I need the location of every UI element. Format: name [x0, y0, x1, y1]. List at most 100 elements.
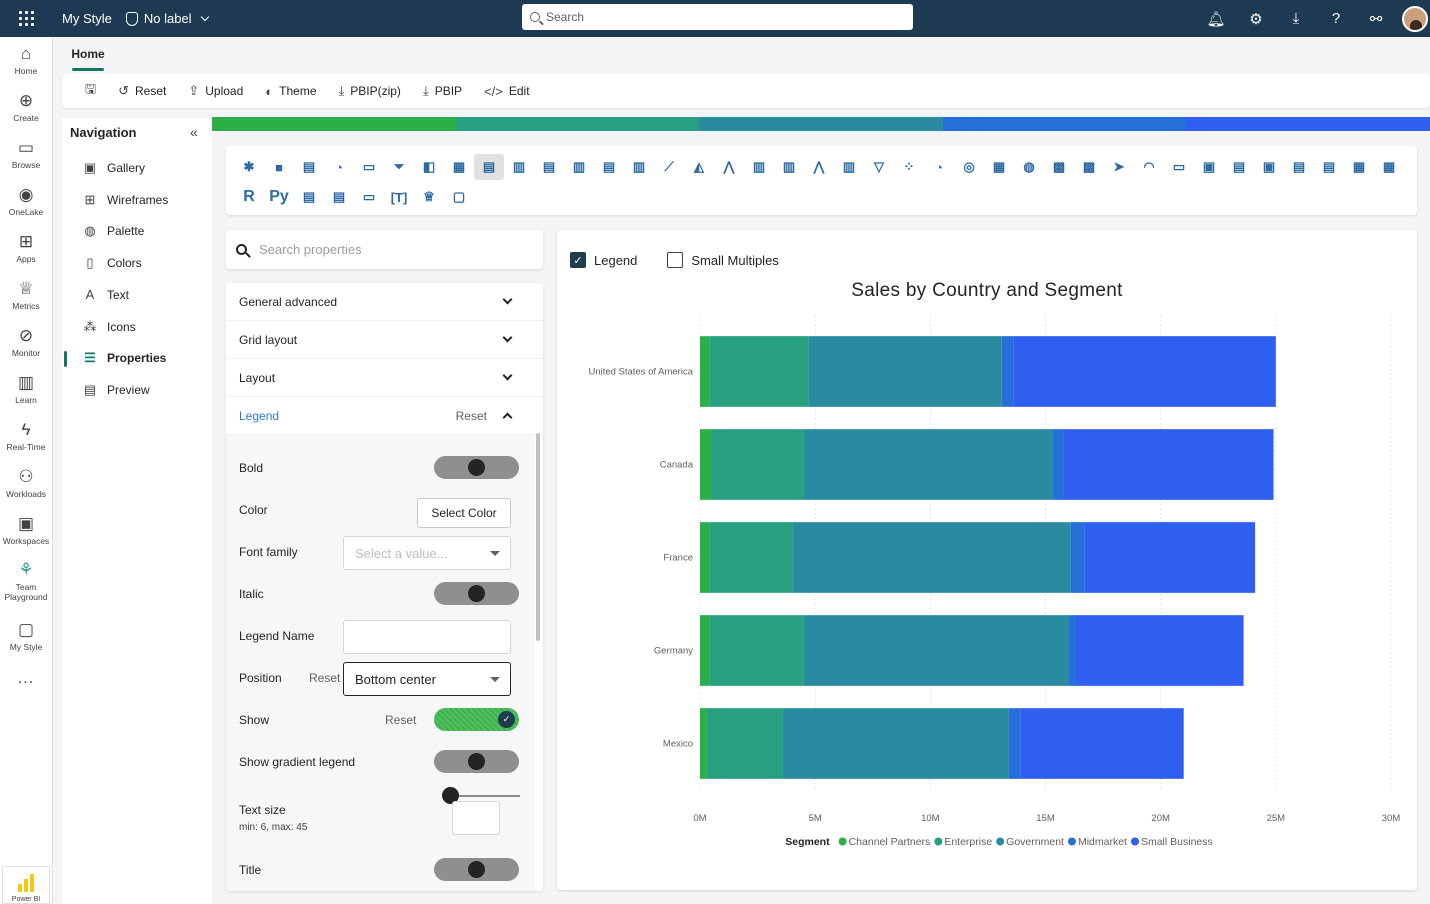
visual-type-icon[interactable]: ♕	[423, 189, 435, 204]
nav-item-wireframes[interactable]: ⊞ Wireframes	[62, 185, 212, 215]
rail-item-real-time[interactable]: ϟ Real-Time	[0, 413, 52, 460]
rail-item-home[interactable]: ⌂ Home	[0, 37, 52, 84]
upload-button[interactable]: ⇪ Upload	[177, 74, 254, 108]
text-size-slider-track[interactable]	[450, 795, 520, 797]
rail-item-create[interactable]: ⊕ Create	[0, 84, 52, 131]
font-family-dropdown[interactable]: Select a value...	[343, 536, 511, 570]
visual-type-icon[interactable]: ▩	[1052, 159, 1066, 174]
download-icon[interactable]: ⤓	[1292, 10, 1300, 27]
nav-item-colors[interactable]: ▯ Colors	[62, 248, 212, 278]
bar-segment-channel-partners[interactable]	[700, 615, 710, 686]
text-size-slider-handle[interactable]	[442, 787, 459, 804]
visual-type-icon[interactable]: ▭	[1172, 159, 1186, 174]
visual-type-icon[interactable]: ◭	[694, 159, 704, 174]
bar-segment-small-business[interactable]	[1063, 429, 1274, 500]
visual-type-icon[interactable]: ▤	[332, 189, 346, 204]
bar-segment-midmarket[interactable]	[1070, 522, 1085, 593]
bar-segment-channel-partners[interactable]	[700, 522, 710, 593]
visual-type-icon[interactable]: ▣	[1262, 159, 1276, 174]
bold-toggle[interactable]	[434, 456, 519, 479]
visual-type-icon[interactable]: ▦	[1352, 159, 1366, 174]
select-color-button[interactable]: Select Color	[417, 498, 511, 528]
nav-item-icons[interactable]: ⁂ Icons	[62, 312, 212, 342]
legend-reset-button[interactable]: Reset	[455, 408, 487, 423]
show-reset-button[interactable]: Reset	[385, 713, 417, 727]
nav-item-text[interactable]: A Text	[62, 280, 212, 310]
bar-segment-channel-partners[interactable]	[700, 708, 707, 779]
rail-item-workloads[interactable]: ⚇ Workloads	[0, 460, 52, 507]
small-multiples-checkbox[interactable]	[667, 252, 684, 268]
bar-segment-channel-partners[interactable]	[700, 336, 710, 407]
visual-type-icon[interactable]: ▤	[1292, 159, 1306, 174]
position-dropdown[interactable]: Bottom center	[343, 662, 511, 696]
visual-type-icon[interactable]: ▥	[842, 159, 856, 174]
visual-type-icon[interactable]: ▦	[1382, 159, 1396, 174]
visual-type-icon[interactable]: ▽	[874, 159, 884, 174]
visual-type-icon[interactable]: ▩	[1082, 159, 1096, 174]
nav-item-palette[interactable]: ◍ Palette	[62, 216, 212, 246]
bar-segment-midmarket[interactable]	[1008, 708, 1021, 779]
visual-type-icon[interactable]: ◧	[422, 159, 436, 174]
text-size-input[interactable]	[452, 801, 500, 835]
bar-segment-government[interactable]	[803, 615, 1069, 686]
share-icon[interactable]: ⚯	[1369, 10, 1383, 28]
pbip-button[interactable]: ⤓ PBIP	[412, 74, 473, 108]
visual-type-icon[interactable]: ▦	[452, 159, 466, 174]
app-name[interactable]: My Style	[62, 11, 112, 26]
title-toggle[interactable]	[434, 858, 519, 881]
visual-type-icon[interactable]: ■	[275, 159, 283, 175]
reset-button[interactable]: ↺ Reset	[107, 74, 177, 108]
pbip-zip-button[interactable]: ⤓ PBIP(zip)	[328, 74, 412, 108]
visual-type-icon[interactable]: ▭	[362, 189, 376, 204]
visual-type-icon[interactable]: R	[243, 188, 255, 205]
sensitivity-label[interactable]: No label	[125, 11, 209, 26]
visual-type-icon[interactable]: ◔	[935, 159, 943, 175]
visual-type-icon[interactable]: ⁘	[903, 159, 915, 174]
visual-type-icon[interactable]: ▥	[632, 159, 646, 174]
italic-toggle[interactable]	[434, 582, 519, 605]
gear-icon[interactable]: ⚙	[1249, 10, 1263, 28]
nav-item-gallery[interactable]: ▣ Gallery	[62, 153, 212, 183]
visual-type-icon[interactable]: ◔	[335, 159, 343, 175]
edit-button[interactable]: </> Edit	[473, 74, 540, 108]
visual-type-icon[interactable]: ◎	[963, 159, 975, 174]
visual-type-icon[interactable]: ⟋	[664, 159, 674, 174]
rail-item-my-style[interactable]: ▢ My Style	[0, 609, 52, 664]
visual-type-icon[interactable]: ▤	[602, 159, 616, 174]
visual-type-icon[interactable]: ▤	[542, 159, 556, 174]
bar-segment-enterprise[interactable]	[709, 615, 804, 686]
visual-type-icon[interactable]: ▤	[302, 189, 316, 204]
bar-segment-small-business[interactable]	[1084, 522, 1256, 593]
bar-segment-small-business[interactable]	[1075, 615, 1244, 686]
bell-icon[interactable]: 🔔︎	[1206, 10, 1226, 28]
show-toggle[interactable]: ✓	[434, 708, 519, 731]
bar-segment-government[interactable]	[782, 708, 1009, 779]
tab-home[interactable]: Home	[62, 37, 114, 71]
rail-item-onelake[interactable]: ◉ OneLake	[0, 178, 52, 225]
nav-item-properties[interactable]: ☰ Properties	[62, 343, 212, 373]
bar-segment-midmarket[interactable]	[1001, 336, 1014, 407]
visual-type-icon[interactable]: ▥	[572, 159, 586, 174]
rail-item-metrics[interactable]: ♕ Metrics	[0, 272, 52, 319]
visual-type-icon[interactable]: ▦	[992, 159, 1006, 174]
position-reset-button[interactable]: Reset	[309, 671, 341, 685]
power-bi-switcher[interactable]: Power BI	[2, 866, 50, 904]
rail-item-apps[interactable]: ⊞ Apps	[0, 225, 52, 272]
avatar[interactable]	[1402, 5, 1428, 32]
rail-item-learn[interactable]: ▥ Learn	[0, 366, 52, 413]
visual-type-icon[interactable]: ⏷	[393, 159, 405, 174]
properties-scrollbar[interactable]	[536, 433, 540, 641]
save-button[interactable]: 🖫︎	[74, 74, 107, 108]
theme-button[interactable]: ◐ Theme	[254, 74, 327, 108]
help-icon[interactable]: ?	[1331, 10, 1341, 27]
bar-segment-midmarket[interactable]	[1052, 429, 1064, 500]
visual-type-icon[interactable]: Py	[269, 188, 289, 205]
show-gradient-toggle[interactable]	[434, 750, 519, 773]
visual-type-icon[interactable]: ✱	[243, 159, 255, 174]
visual-type-icon[interactable]: ▤	[474, 154, 504, 180]
bar-segment-enterprise[interactable]	[711, 429, 804, 500]
search-properties-input[interactable]: Search properties	[226, 230, 543, 269]
global-search-input[interactable]: Search	[522, 4, 913, 30]
bar-segment-enterprise[interactable]	[706, 708, 783, 779]
bar-segment-enterprise[interactable]	[709, 336, 809, 407]
